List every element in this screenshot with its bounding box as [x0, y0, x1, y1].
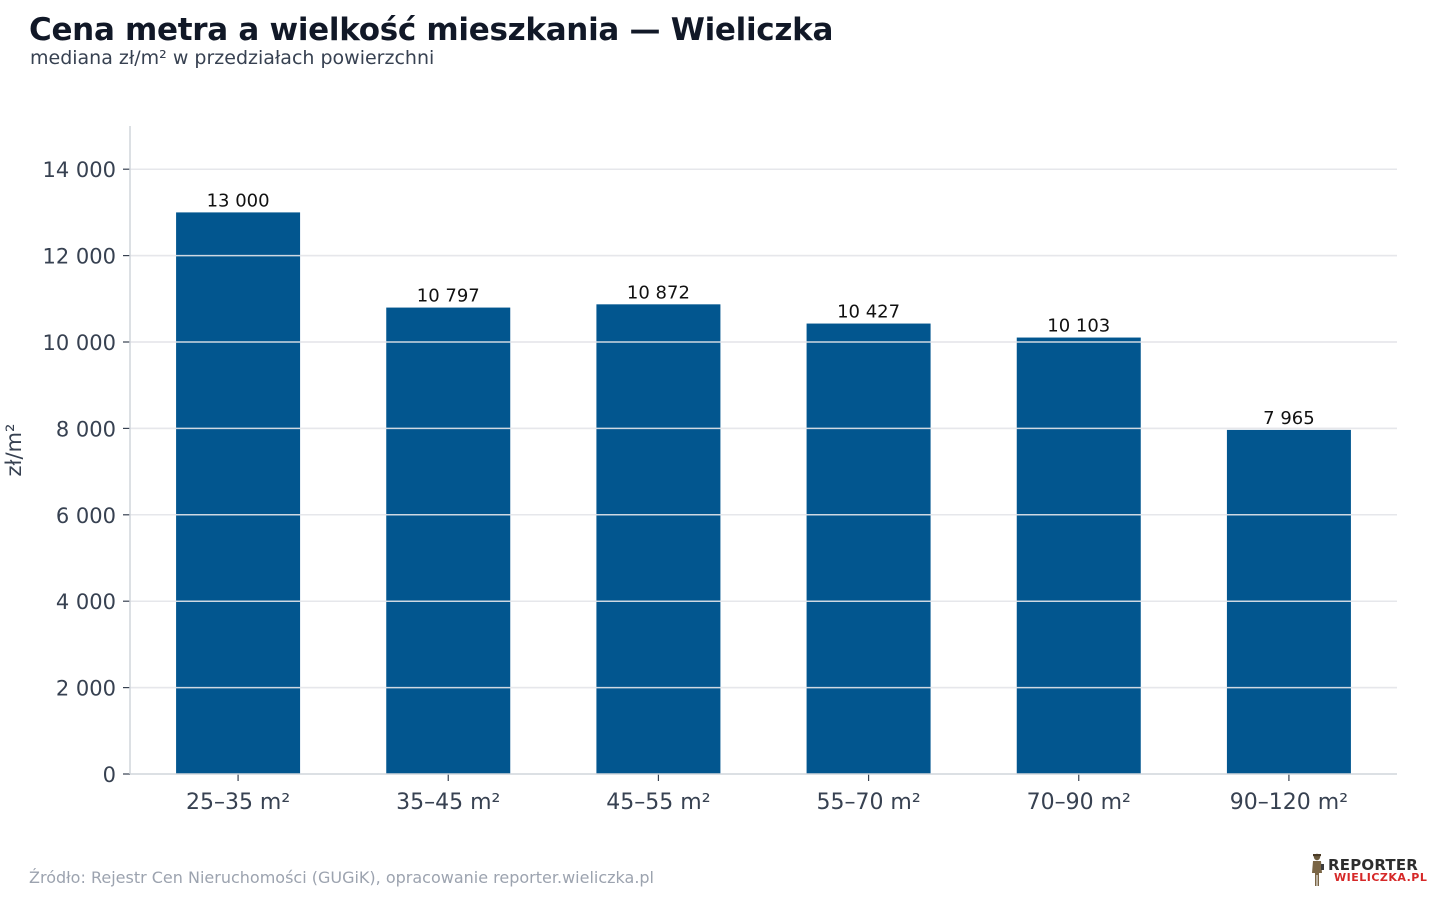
bar-value-label: 10 797	[417, 286, 480, 307]
bar-value-label: 10 872	[627, 282, 690, 303]
y-tick-label: 10 000	[43, 331, 116, 355]
x-tick-label: 45–55 m²	[606, 790, 710, 815]
x-tick-label: 25–35 m²	[186, 790, 290, 815]
y-tick-label: 2 000	[56, 677, 116, 701]
logo-text-top: REPORTER	[1328, 856, 1419, 874]
y-tick-label: 0	[103, 763, 116, 787]
bar-value-label: 13 000	[207, 190, 270, 211]
reporter-logo: REPORTER WIELICZKA.PL	[1308, 852, 1427, 888]
y-tick-label: 14 000	[43, 158, 116, 182]
chart-title: Cena metra a wielkość mieszkania — Wieli…	[29, 12, 834, 48]
bar-value-label: 10 427	[837, 302, 900, 323]
y-tick-label: 4 000	[56, 590, 116, 614]
reporter-figure-icon	[1312, 853, 1324, 886]
x-tick-label: 35–45 m²	[396, 790, 500, 815]
bar	[596, 304, 721, 774]
y-tick-label: 6 000	[56, 504, 116, 528]
chart-subtitle: mediana zł/m² w przedziałach powierzchni	[30, 47, 435, 69]
bar	[806, 323, 931, 774]
x-tick-label: 90–120 m²	[1230, 790, 1348, 815]
bar	[1226, 429, 1351, 774]
bar-value-label: 7 965	[1263, 408, 1315, 429]
y-tick-label: 12 000	[43, 245, 116, 269]
source-note: Źródło: Rejestr Cen Nieruchomości (GUGiK…	[29, 868, 654, 887]
bar	[1016, 337, 1141, 774]
bar	[176, 212, 301, 774]
y-axis-label: zł/m²	[2, 424, 26, 477]
x-tick-label: 70–90 m²	[1027, 790, 1131, 815]
y-tick-label: 8 000	[56, 417, 116, 441]
logo-text-bottom: WIELICZKA.PL	[1334, 871, 1428, 884]
bar-value-label: 10 103	[1047, 316, 1110, 337]
bar	[386, 307, 511, 774]
x-tick-label: 55–70 m²	[816, 790, 920, 815]
